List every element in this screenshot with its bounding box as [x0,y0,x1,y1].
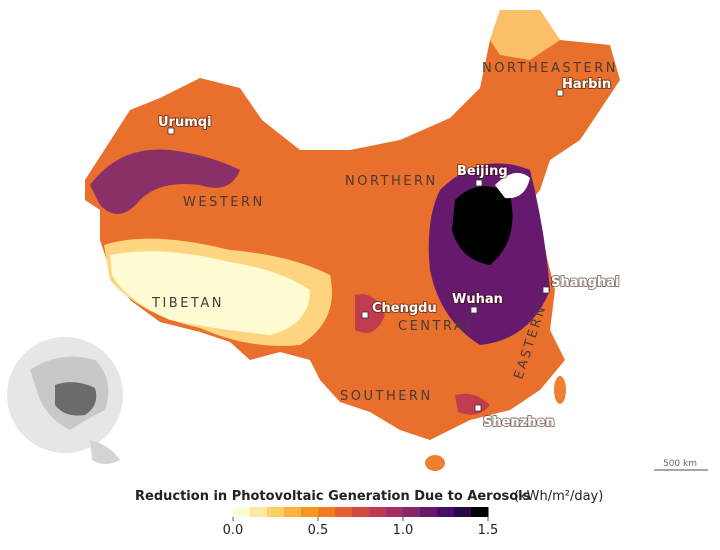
city-label: Urumqi [158,115,212,130]
city-marker [475,179,483,187]
legend-swatch [284,507,302,517]
city-label: Beijing [457,164,508,179]
city-marker [361,311,369,319]
city-label: Shenzhen [483,415,555,430]
legend-tick-label: 1.0 [393,523,414,538]
legend-swatch [420,507,438,517]
region-label: TIBETAN [151,296,224,311]
legend-swatch [369,507,387,517]
legend-swatch [454,507,472,517]
city-label: Shanghai [551,275,619,290]
legend-swatch [386,507,404,517]
region-label: SOUTHERN [340,389,433,404]
legend-tick-label: 0.0 [223,523,244,538]
legend-swatch [471,507,489,517]
china-map [85,10,620,471]
region-label: NORTHERN [345,174,438,189]
city-label: Wuhan [452,292,503,307]
legend-swatch [352,507,370,517]
legend-swatch [403,507,421,517]
legend-unit: (kWh/m²/day) [514,489,603,504]
city-marker [470,306,478,314]
city-marker [556,89,564,97]
legend-swatch [301,507,319,517]
region-label: NORTHEASTERN [482,61,618,76]
city-marker [167,127,175,135]
legend-tick-label: 1.5 [478,523,499,538]
legend-swatch [250,507,268,517]
legend-swatch [335,507,353,517]
city-label: Harbin [562,77,611,92]
legend-swatch [318,507,336,517]
region-label: CENTRAL [398,319,475,334]
globe-inset [7,337,123,464]
legend: 0.0 0.5 1.0 1.5 [223,507,499,538]
city-marker [474,404,482,412]
city-label: Chengdu [372,301,437,316]
legend-tick-label: 0.5 [308,523,329,538]
legend-swatch [437,507,455,517]
city-marker [542,286,550,294]
legend-swatch [267,507,285,517]
region-label: WESTERN [183,195,265,210]
scale-bar-label: 500 km [663,459,697,469]
legend-swatch [233,507,251,517]
legend-title: Reduction in Photovoltaic Generation Due… [135,489,531,504]
